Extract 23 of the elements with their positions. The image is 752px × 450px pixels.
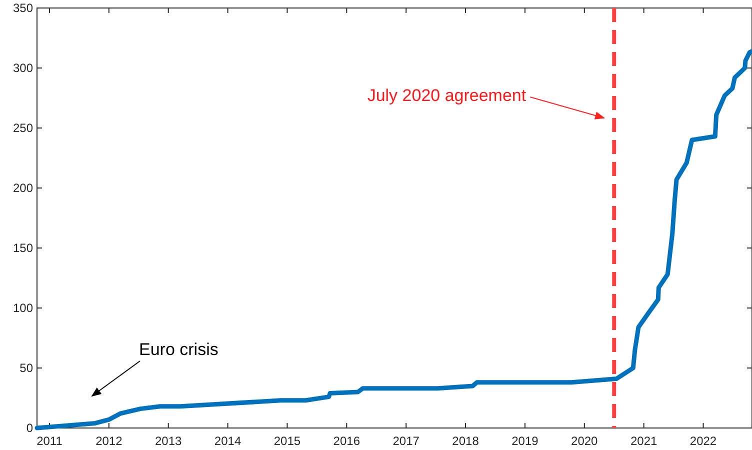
x-tick-label: 2016: [333, 434, 360, 448]
x-tick-label: 2013: [155, 434, 182, 448]
y-tick-label: 250: [12, 121, 34, 135]
x-tick-label: 2014: [214, 434, 242, 448]
y-tick-label: 150: [12, 241, 34, 255]
annotation: Euro crisis: [139, 340, 218, 359]
y-tick-label: 0: [26, 421, 34, 435]
y-tick-label: 50: [20, 361, 34, 375]
x-tick-label: 2022: [690, 434, 717, 448]
x-tick-label: 2015: [274, 434, 301, 448]
ref-line-label: July 2020 agreement: [367, 86, 526, 105]
x-tick-label: 2018: [452, 434, 480, 448]
line-series: [34, 48, 752, 430]
x-tick-label: 2020: [571, 434, 598, 448]
y-tick-label: 100: [12, 301, 34, 315]
x-tick-label: 2021: [630, 434, 658, 448]
x-tick-label: 2017: [392, 434, 420, 448]
y-tick-label: 200: [12, 181, 34, 195]
x-tick-label: 2019: [512, 434, 539, 448]
x-tick-label: 2011: [36, 434, 63, 448]
y-tick-label: 300: [12, 61, 34, 75]
y-tick-label: 350: [12, 1, 34, 15]
x-tick-label: 2012: [96, 434, 123, 448]
